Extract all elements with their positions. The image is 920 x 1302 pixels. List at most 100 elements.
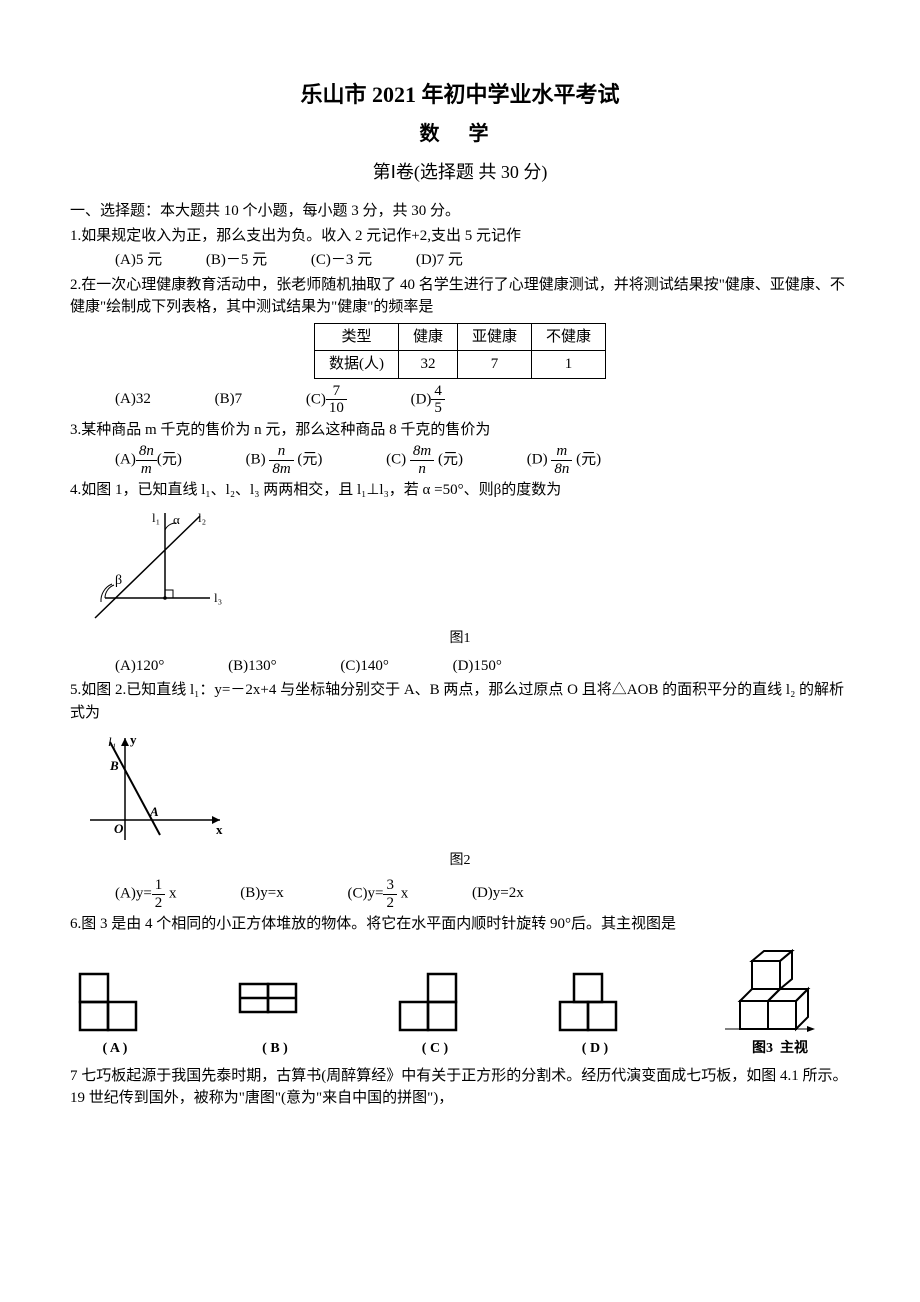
q2-opt-b: (B)7 xyxy=(215,388,243,411)
opt-suffix: (元) xyxy=(576,451,601,467)
label-l3: l₃ xyxy=(214,590,222,605)
fig3-label-row: 图3 主视 xyxy=(710,1038,850,1059)
fraction: 710 xyxy=(326,383,347,417)
q1-opt-b: (B)－5 元 xyxy=(206,249,267,272)
table-cell: 不健康 xyxy=(532,323,606,351)
numerator: 1 xyxy=(152,877,166,895)
q2-opt-c: (C)710 xyxy=(306,383,347,417)
denominator: 5 xyxy=(431,400,445,417)
numerator: 8n xyxy=(136,443,157,461)
fraction: n8m xyxy=(269,443,293,477)
q5-options: (A)y=12 x (B)y=x (C)y=32 x (D)y=2x xyxy=(115,877,850,911)
q3-stem: 3.某种商品 m 千克的售价为 n 元，那么这种商品 8 千克的售价为 xyxy=(70,419,850,442)
numerator: 7 xyxy=(326,383,347,401)
opt-suffix: (元) xyxy=(297,451,322,467)
fraction: 8nm xyxy=(136,443,157,477)
q6-opt-d: ( D ) xyxy=(550,966,640,1059)
q2-options: (A)32 (B)7 (C)710 (D)45 xyxy=(115,383,850,417)
opt-label: ( C ) xyxy=(390,1038,480,1059)
denominator: 10 xyxy=(326,400,347,417)
denominator: m xyxy=(136,461,157,478)
figure3-svg xyxy=(710,946,850,1036)
subject-title: 数 学 xyxy=(70,119,850,149)
numerator: 4 xyxy=(431,383,445,401)
q3-opt-c: (C) 8mn (元) xyxy=(386,443,463,477)
exam-title: 乐山市 2021 年初中学业水平考试 xyxy=(70,78,850,111)
table-cell: 健康 xyxy=(398,323,457,351)
q6a-svg xyxy=(70,966,160,1036)
q7-stem: 7 七巧板起源于我国先泰时期，古算书(周醉算经》中有关于正方形的分割术。经历代演… xyxy=(70,1065,850,1110)
q6d-svg xyxy=(550,966,640,1036)
q2-opt-d: (D)45 xyxy=(411,383,445,417)
table-row: 数据(人) 32 7 1 xyxy=(314,351,605,379)
table-row: 类型 健康 亚健康 不健康 xyxy=(314,323,605,351)
fraction: 8mn xyxy=(410,443,434,477)
q3-options: (A)8nm(元) (B) n8m (元) (C) 8mn (元) (D) m8… xyxy=(115,443,850,477)
q5-opt-c: (C)y=32 x xyxy=(348,877,409,911)
figure2-svg: l₁ y x B O A xyxy=(70,730,230,850)
q4-figure: l₁ l₂ l₃ α β 图1 xyxy=(70,508,850,649)
denominator: 2 xyxy=(152,895,166,912)
view-label: 主视 xyxy=(780,1041,808,1056)
fraction: 45 xyxy=(431,383,445,417)
opt-prefix: (B) xyxy=(246,451,266,467)
q3-opt-b: (B) n8m (元) xyxy=(246,443,323,477)
table-cell: 亚健康 xyxy=(457,323,531,351)
q2-opt-a: (A)32 xyxy=(115,388,151,411)
q6c-svg xyxy=(390,966,480,1036)
opt-prefix: (C) xyxy=(386,451,406,467)
opt-label: ( D ) xyxy=(550,1038,640,1059)
denominator: n xyxy=(410,461,434,478)
label-l2: l₂ xyxy=(198,510,206,525)
q4-opt-a: (A)120° xyxy=(115,655,164,678)
q4-stem: 4.如图 1，已知直线 l₁、l₂、l₃ 两两相交，且 l₁⊥l₃，若 α =5… xyxy=(70,479,850,502)
denominator: 8m xyxy=(269,461,293,478)
opt-prefix: (D) xyxy=(527,451,548,467)
denominator: 2 xyxy=(383,895,397,912)
q4-opt-c: (C)140° xyxy=(340,655,389,678)
q6-figure3: 图3 主视 xyxy=(710,946,850,1059)
q2-stem: 2.在一次心理健康教育活动中，张老师随机抽取了 40 名学生进行了心理健康测试，… xyxy=(70,274,850,319)
opt-prefix: (C) xyxy=(306,391,326,407)
label-O: O xyxy=(114,821,124,836)
q6-opt-a: ( A ) xyxy=(70,966,160,1059)
part-title: 第Ⅰ卷(选择题 共 30 分) xyxy=(70,159,850,186)
label-B: B xyxy=(109,758,119,773)
q4-opt-b: (B)130° xyxy=(228,655,277,678)
fraction: 12 xyxy=(152,877,166,911)
denominator: 8n xyxy=(551,461,572,478)
q5-figure: l₁ y x B O A 图2 xyxy=(70,730,850,871)
opt-prefix: (C)y= xyxy=(348,885,384,901)
opt-suffix: (元) xyxy=(157,451,182,467)
label-x: x xyxy=(216,822,223,837)
q3-opt-a: (A)8nm(元) xyxy=(115,443,182,477)
numerator: 8m xyxy=(410,443,434,461)
q6-opt-b: ( B ) xyxy=(230,966,320,1059)
opt-suffix: x xyxy=(397,885,408,901)
label-l1: l₁ xyxy=(108,734,116,749)
opt-prefix: (D) xyxy=(411,391,432,407)
q5-opt-b: (B)y=x xyxy=(240,882,283,905)
label-alpha: α xyxy=(173,512,180,527)
table-cell: 1 xyxy=(532,351,606,379)
figure1-svg: l₁ l₂ l₃ α β xyxy=(70,508,240,628)
figure1-label: 图1 xyxy=(70,628,850,649)
q5-opt-d: (D)y=2x xyxy=(472,882,524,905)
q6-options-row: ( A ) ( B ) ( C ) ( D ) xyxy=(70,946,850,1059)
q4-options: (A)120° (B)130° (C)140° (D)150° xyxy=(115,655,850,678)
q1-opt-d: (D)7 元 xyxy=(416,249,463,272)
q5-opt-a: (A)y=12 x xyxy=(115,877,177,911)
opt-prefix: (A)y= xyxy=(115,885,152,901)
numerator: 3 xyxy=(383,877,397,895)
opt-suffix: x xyxy=(165,885,176,901)
table-cell: 类型 xyxy=(314,323,398,351)
fraction: 32 xyxy=(383,877,397,911)
q1-opt-c: (C)－3 元 xyxy=(311,249,372,272)
numerator: m xyxy=(551,443,572,461)
q4-opt-d: (D)150° xyxy=(453,655,502,678)
label-A: A xyxy=(149,804,159,819)
fig3-label: 图3 xyxy=(752,1041,773,1056)
numerator: n xyxy=(269,443,293,461)
q6-stem: 6.图 3 是由 4 个相同的小正方体堆放的物体。将它在水平面内顺时针旋转 90… xyxy=(70,913,850,936)
opt-label: ( A ) xyxy=(70,1038,160,1059)
